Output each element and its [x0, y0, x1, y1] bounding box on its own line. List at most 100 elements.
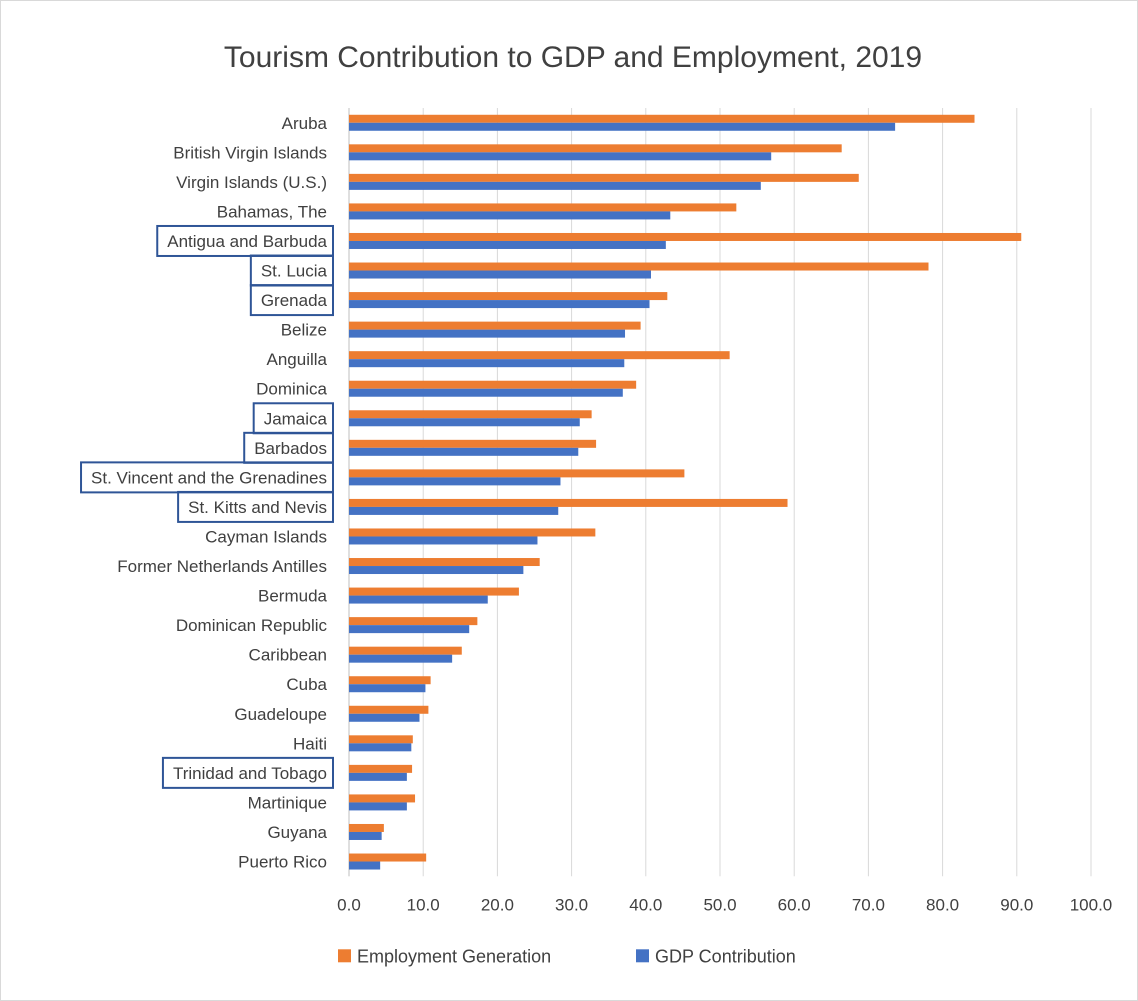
- bar-gdp-contribution-bermuda: [349, 595, 488, 604]
- x-tick-label: 80.0: [926, 895, 959, 914]
- bar-gdp-contribution-caribbean: [349, 654, 453, 663]
- bar-employment-generation-haiti: [349, 735, 413, 744]
- category-label-virgin-islands-u-s: Virgin Islands (U.S.): [176, 173, 327, 192]
- category-label-guyana: Guyana: [267, 823, 327, 842]
- x-tick-label: 20.0: [481, 895, 514, 914]
- category-label-bermuda: Bermuda: [258, 587, 328, 606]
- bar-gdp-contribution-dominican-republic: [349, 625, 470, 634]
- category-label-dominican-republic: Dominican Republic: [176, 616, 328, 635]
- category-label-antigua-and-barbuda: Antigua and Barbuda: [167, 232, 327, 251]
- category-label-st-vincent-and-the-grenadines: St. Vincent and the Grenadines: [91, 468, 327, 487]
- category-label-anguilla: Anguilla: [267, 350, 328, 369]
- legend-swatch-gdp-contribution: [636, 949, 649, 963]
- bar-employment-generation-cuba: [349, 676, 431, 685]
- bar-gdp-contribution-trinidad-and-tobago: [349, 772, 407, 781]
- bar-gdp-contribution-guyana: [349, 831, 382, 840]
- bar-employment-generation-cayman-islands: [349, 528, 596, 537]
- category-label-st-lucia: St. Lucia: [261, 262, 328, 281]
- bar-gdp-contribution-former-netherlands-antilles: [349, 566, 524, 575]
- category-label-guadeloupe: Guadeloupe: [234, 705, 327, 724]
- bar-gdp-contribution-st-vincent-and-the-grenadines: [349, 477, 561, 486]
- highlight-box-st-kitts-and-nevis: [177, 490, 334, 523]
- bars: [349, 114, 1022, 870]
- category-label-bahamas-the: Bahamas, The: [217, 202, 327, 221]
- bar-gdp-contribution-aruba: [349, 122, 896, 131]
- bar-employment-generation-puerto-rico: [349, 853, 427, 862]
- bar-employment-generation-caribbean: [349, 646, 462, 655]
- highlight-box-grenada: [249, 284, 334, 317]
- category-label-st-kitts-and-nevis: St. Kitts and Nevis: [188, 498, 327, 517]
- bar-gdp-contribution-virgin-islands-u-s: [349, 181, 761, 190]
- bar-employment-generation-former-netherlands-antilles: [349, 558, 540, 567]
- bar-employment-generation-barbados: [349, 439, 597, 448]
- bar-employment-generation-dominican-republic: [349, 617, 478, 626]
- bar-gdp-contribution-st-lucia: [349, 270, 651, 279]
- bar-gdp-contribution-barbados: [349, 447, 579, 456]
- bar-employment-generation-grenada: [349, 292, 668, 301]
- bar-gdp-contribution-guadeloupe: [349, 713, 420, 722]
- category-label-martinique: Martinique: [248, 793, 327, 812]
- category-label-aruba: Aruba: [282, 114, 328, 133]
- category-label-former-netherlands-antilles: Former Netherlands Antilles: [117, 557, 327, 576]
- x-tick-label: 60.0: [778, 895, 811, 914]
- bar-gdp-contribution-antigua-and-barbuda: [349, 240, 666, 249]
- bar-employment-generation-guadeloupe: [349, 705, 429, 714]
- bar-gdp-contribution-st-kitts-and-nevis: [349, 506, 559, 515]
- bar-employment-generation-virgin-islands-u-s: [349, 173, 859, 182]
- bar-gdp-contribution-cuba: [349, 684, 426, 693]
- chart-title: Tourism Contribution to GDP and Employme…: [224, 41, 922, 74]
- category-labels: Aruba British Virgin Islands Virgin Island…: [91, 114, 328, 872]
- legend: Employment Generation GDP Contribution: [338, 946, 796, 966]
- x-tick-label: 100.0: [1070, 895, 1113, 914]
- category-label-british-virgin-islands: British Virgin Islands: [173, 143, 327, 162]
- highlight-box-antigua-and-barbuda: [156, 224, 334, 257]
- bar-gdp-contribution-bahamas-the: [349, 211, 671, 220]
- bar-employment-generation-jamaica: [349, 410, 592, 419]
- bar-employment-generation-st-kitts-and-nevis: [349, 498, 788, 507]
- category-label-puerto-rico: Puerto Rico: [238, 853, 327, 872]
- x-tick-label: 40.0: [629, 895, 662, 914]
- bar-gdp-contribution-dominica: [349, 388, 623, 397]
- bar-gdp-contribution-british-virgin-islands: [349, 152, 772, 161]
- bar-employment-generation-bermuda: [349, 587, 519, 596]
- bar-gdp-contribution-grenada: [349, 300, 650, 309]
- category-label-jamaica: Jamaica: [264, 409, 328, 428]
- bar-employment-generation-guyana: [349, 823, 384, 832]
- bar-employment-generation-antigua-and-barbuda: [349, 232, 1022, 241]
- x-tick-label: 0.0: [337, 895, 361, 914]
- bar-employment-generation-trinidad-and-tobago: [349, 764, 413, 773]
- category-label-haiti: Haiti: [293, 734, 327, 753]
- category-label-cayman-islands: Cayman Islands: [205, 527, 327, 546]
- bar-gdp-contribution-martinique: [349, 802, 407, 811]
- category-label-barbados: Barbados: [254, 439, 327, 458]
- bar-employment-generation-bahamas-the: [349, 203, 737, 212]
- bar-employment-generation-st-vincent-and-the-grenadines: [349, 469, 685, 478]
- category-label-dominica: Dominica: [256, 380, 327, 399]
- bar-gdp-contribution-haiti: [349, 743, 412, 752]
- category-label-cuba: Cuba: [286, 675, 327, 694]
- bar-employment-generation-st-lucia: [349, 262, 929, 271]
- bar-employment-generation-aruba: [349, 114, 975, 123]
- bar-employment-generation-martinique: [349, 794, 416, 803]
- category-label-trinidad-and-tobago: Trinidad and Tobago: [173, 764, 327, 783]
- bar-employment-generation-anguilla: [349, 351, 730, 360]
- x-tick-label: 70.0: [852, 895, 885, 914]
- x-tick-label: 90.0: [1000, 895, 1033, 914]
- category-label-belize: Belize: [281, 321, 327, 340]
- x-tick-label: 50.0: [703, 895, 736, 914]
- x-tick-label: 10.0: [407, 895, 440, 914]
- category-label-grenada: Grenada: [261, 291, 328, 310]
- bar-gdp-contribution-belize: [349, 329, 626, 338]
- highlight-box-trinidad-and-tobago: [161, 756, 334, 789]
- gridlines: [348, 108, 1092, 877]
- bar-employment-generation-dominica: [349, 380, 637, 389]
- bar-gdp-contribution-cayman-islands: [349, 536, 538, 545]
- highlight-boxes: [80, 224, 334, 789]
- legend-swatch-employment-generation: [338, 949, 351, 963]
- bar-gdp-contribution-jamaica: [349, 418, 580, 427]
- bar-employment-generation-belize: [349, 321, 641, 330]
- legend-label-gdp-contribution: GDP Contribution: [655, 946, 796, 966]
- bar-employment-generation-british-virgin-islands: [349, 144, 842, 153]
- category-label-caribbean: Caribbean: [249, 646, 327, 665]
